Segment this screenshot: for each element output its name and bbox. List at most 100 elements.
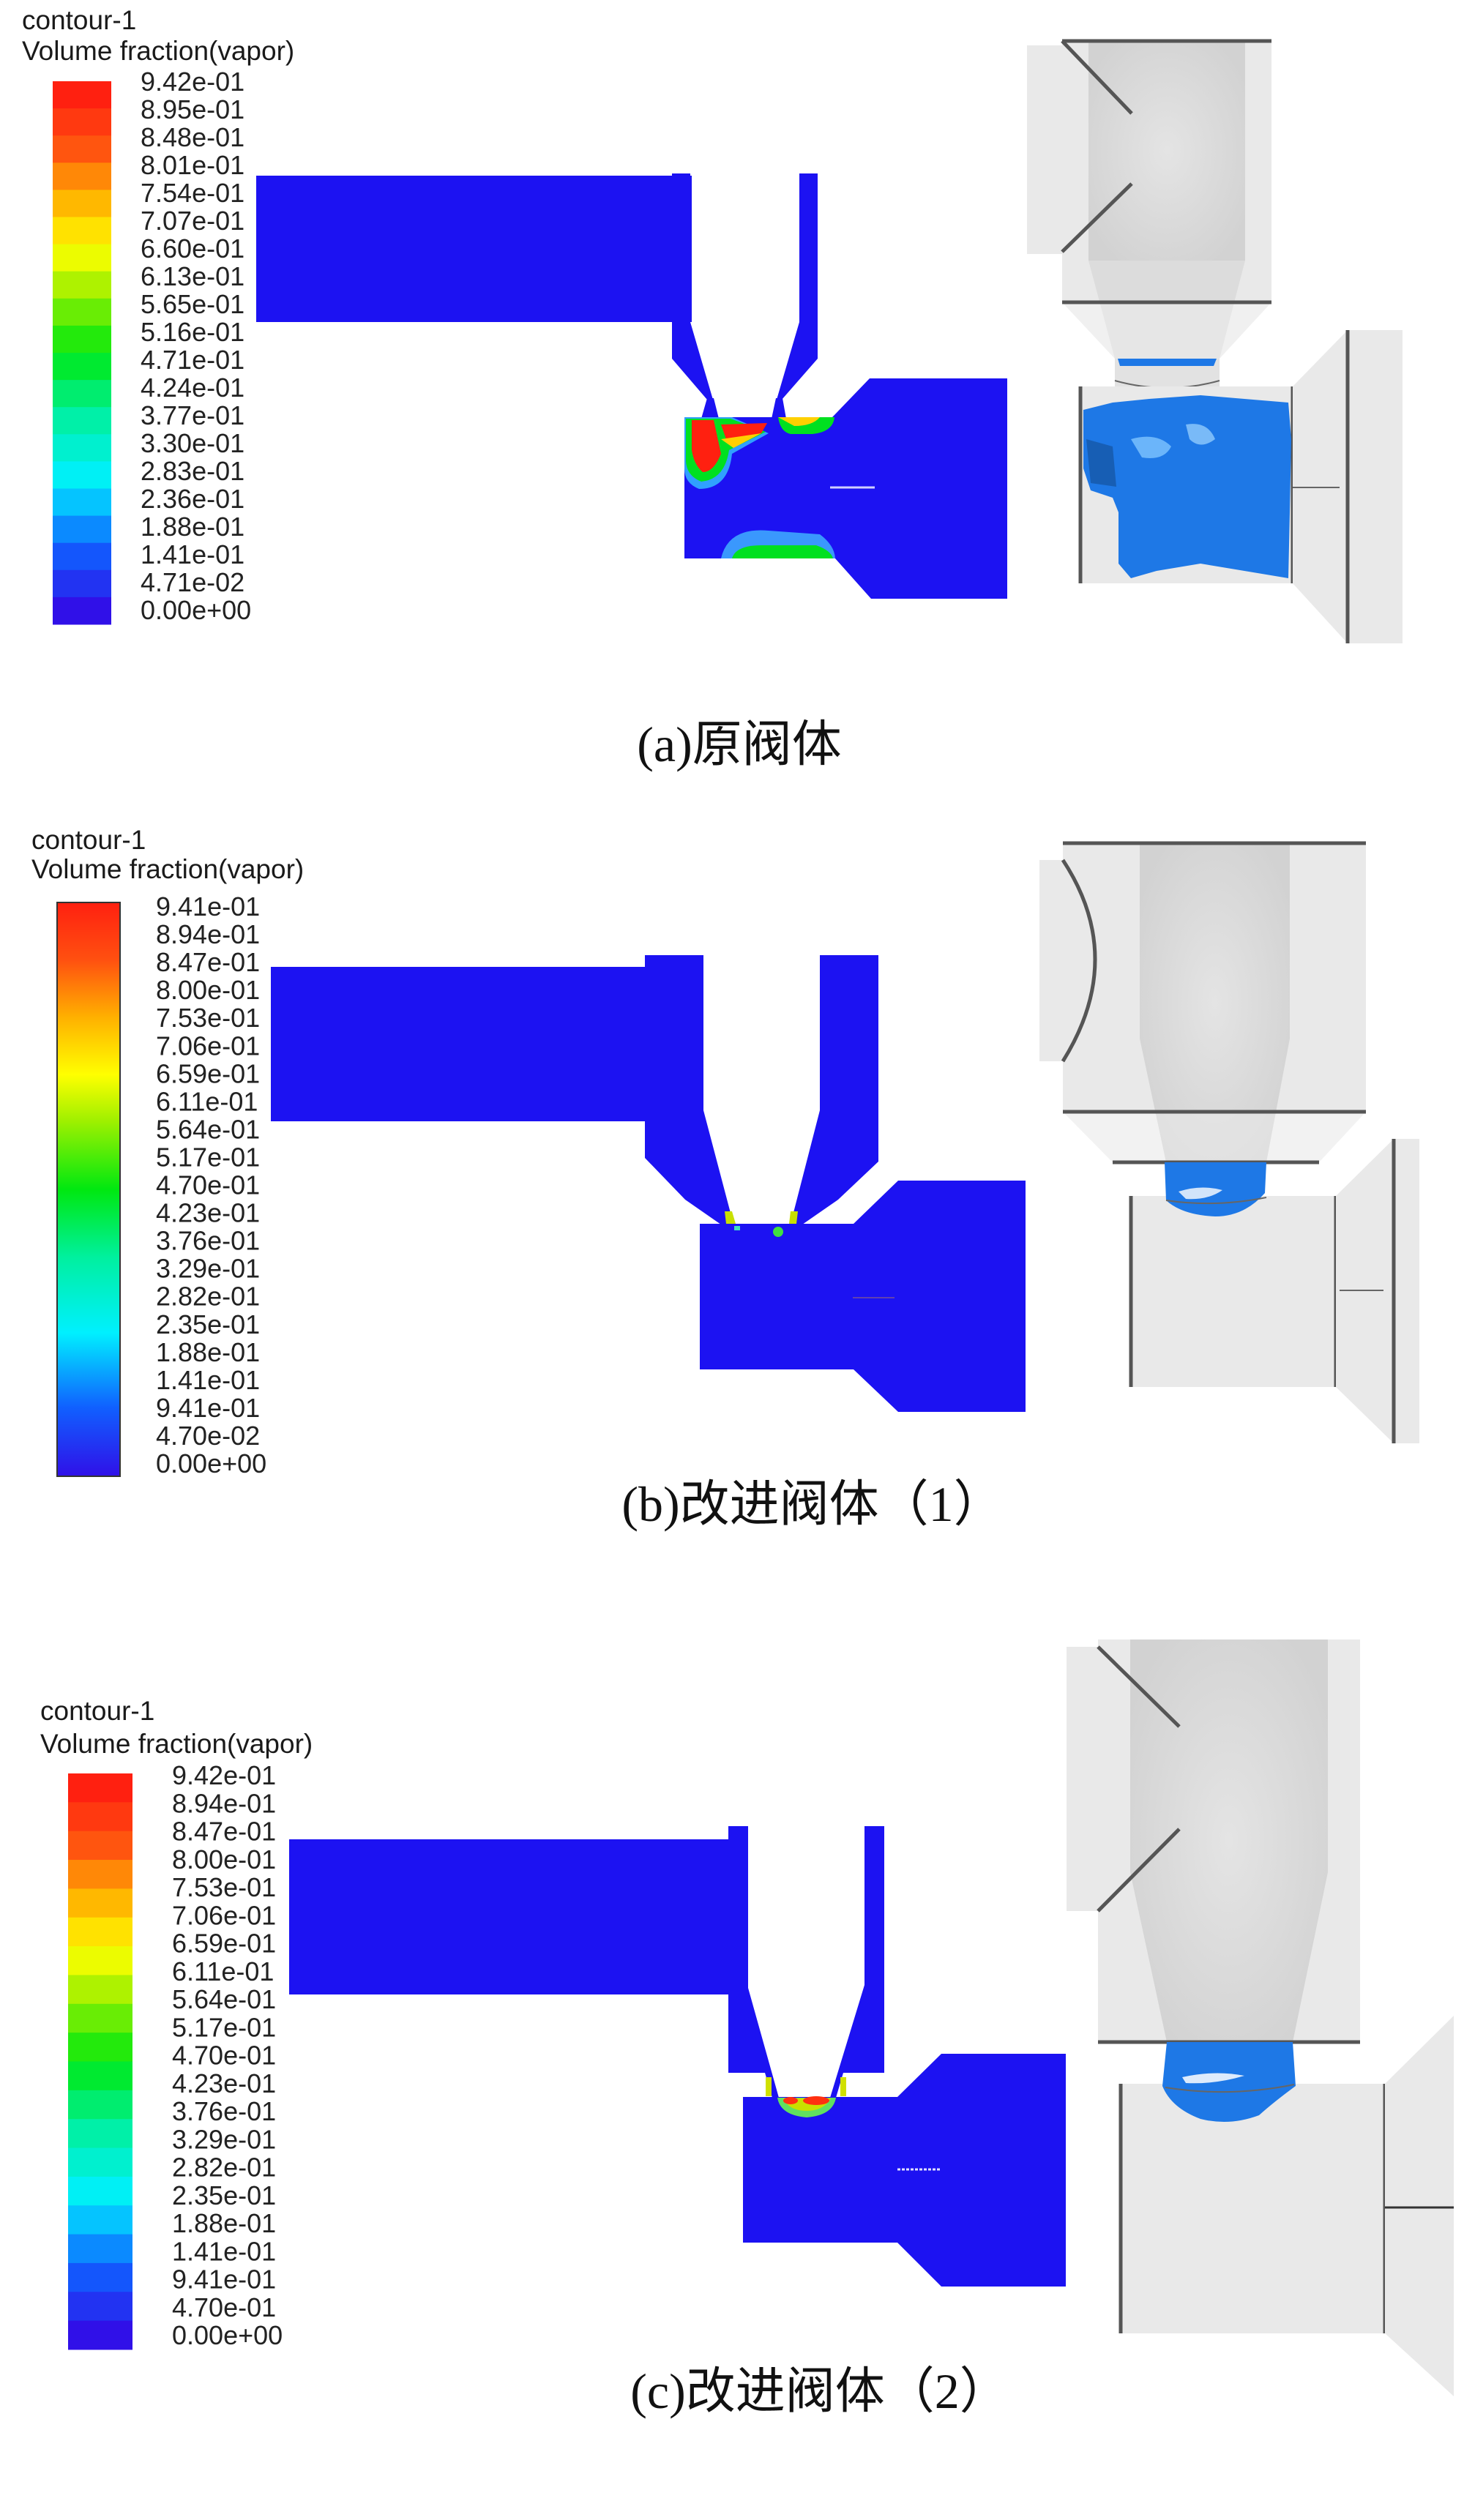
- colorbar-band: [68, 2234, 132, 2264]
- colorbar-band: [53, 597, 111, 625]
- colorbar-tick-label: 4.23e-01: [172, 2068, 276, 2098]
- colorbar-tick-label: 7.06e-01: [156, 1031, 260, 1061]
- colorbar-tick-label: 6.59e-01: [172, 1929, 276, 1959]
- colorbar-band: [68, 2003, 132, 2033]
- valve-spool: [1130, 1640, 1328, 2042]
- outlet-flare: [1385, 2016, 1454, 2396]
- colorbar-tick-label: 8.94e-01: [172, 1788, 276, 1818]
- colorbar-tick-label: 5.64e-01: [156, 1114, 260, 1144]
- inlet-pipe: [289, 1839, 732, 1994]
- colorbar-tick-label: 2.35e-01: [172, 2180, 276, 2210]
- colorbar-tick-label: 9.41e-01: [156, 891, 260, 921]
- colorbar-tick-label: 7.06e-01: [172, 1900, 276, 1930]
- colorbar-tick-label: 7.53e-01: [156, 1003, 260, 1033]
- colorbar-tick-label: 4.71e-02: [141, 567, 244, 597]
- colorbar-tick-label: 5.17e-01: [156, 1142, 260, 1172]
- colorbar-band: [68, 2320, 132, 2350]
- colorbar-tick-label: 3.29e-01: [156, 1254, 260, 1284]
- colorbar-tick-label: 2.35e-01: [156, 1309, 260, 1339]
- colorbar-band: [68, 1946, 132, 1975]
- colorbar-tick-label: 5.17e-01: [172, 2012, 276, 2042]
- colorbar-tick-label: 5.16e-01: [141, 317, 244, 347]
- colorbar-band: [53, 353, 111, 381]
- colorbar-band: [53, 244, 111, 272]
- legend-quantity: Volume fraction(vapor): [31, 854, 304, 884]
- right-passage: [777, 173, 818, 400]
- edge-line: [1061, 182, 1133, 253]
- colorbar-tick-label: 1.88e-01: [156, 1337, 260, 1367]
- colorbar-tick-label: 4.23e-01: [156, 1198, 260, 1228]
- caption-b: (b)改进阀体（1）: [621, 1476, 1003, 1532]
- caption-a: (a)原阀体: [637, 717, 841, 772]
- colorbar-tick-label: 8.47e-01: [156, 947, 260, 977]
- outlet-chamber-3d: [1121, 2084, 1385, 2333]
- vapor-spot-red: [803, 2096, 829, 2105]
- colorbar-band: [53, 81, 111, 109]
- vapor-region-throat-right-yellow: [778, 417, 820, 426]
- vapor-ring: [1118, 359, 1217, 366]
- colorbar-tick-label: 7.54e-01: [141, 178, 244, 208]
- legend-title: contour-1: [40, 1696, 154, 1726]
- colorbar-tick-label: 4.70e-01: [156, 1170, 260, 1200]
- colorbar-band: [53, 271, 111, 299]
- edge-line: [1061, 40, 1133, 115]
- edge-line: [1097, 1645, 1181, 1728]
- colorbar-band: [53, 325, 111, 354]
- colorbar-tick-label: 1.41e-01: [156, 1365, 260, 1395]
- colorbar-band: [53, 434, 111, 462]
- colorbar-band: [68, 1860, 132, 1889]
- colorbar-tick-label: 9.41e-01: [172, 2265, 276, 2295]
- colorbar: [56, 902, 121, 1477]
- colorbar-band: [53, 569, 111, 598]
- colorbar-band: [53, 190, 111, 217]
- colorbar-tick-label: 0.00e+00: [156, 1448, 266, 1478]
- colorbar-band: [68, 1773, 132, 1803]
- colorbar-band: [68, 2033, 132, 2062]
- colorbar-band: [68, 2176, 132, 2206]
- colorbar-tick-label: 8.00e-01: [172, 1844, 276, 1874]
- colorbar-tick-label: 4.70e-01: [172, 2292, 276, 2322]
- colorbar-tick-label: 0.00e+00: [141, 595, 251, 625]
- vapor-spot-right: [840, 2077, 846, 2096]
- colorbar-tick-label: 6.11e-01: [172, 1956, 274, 1986]
- colorbar-tick-label: 7.53e-01: [172, 1872, 276, 1902]
- vapor-region-red-a2: [721, 423, 767, 439]
- vapor-region-red-a1: [692, 420, 721, 472]
- colorbar-band: [68, 2090, 132, 2120]
- colorbar-tick-label: 1.88e-01: [172, 2208, 276, 2238]
- valve-spool: [1088, 41, 1245, 261]
- colorbar-band: [68, 2262, 132, 2292]
- vapor-region-bottom-green: [732, 545, 833, 558]
- colorbar-band: [53, 162, 111, 190]
- colorbar-tick-label: 2.82e-01: [156, 1282, 260, 1312]
- 3d-vapor-view-c: [1067, 1640, 1454, 2396]
- right-passage: [789, 955, 878, 1230]
- colorbar-tick-label: 0.00e+00: [172, 2320, 283, 2350]
- colorbar-tick-label: 3.30e-01: [141, 428, 244, 458]
- vapor-spot-throat: [773, 1227, 783, 1237]
- contour-plot-a: [256, 173, 1007, 599]
- throat-left: [701, 398, 719, 419]
- colorbar-band: [68, 1975, 132, 2005]
- outlet-chamber: [700, 1181, 1026, 1412]
- throat-right: [772, 398, 786, 419]
- colorbar-tick-label: 6.11e-01: [156, 1086, 258, 1116]
- vapor-region-yellow: [721, 433, 761, 448]
- contour-plot-b: [271, 955, 1026, 1412]
- legend-quantity: Volume fraction(vapor): [22, 36, 294, 66]
- colorbar-band: [68, 1917, 132, 1947]
- edge-arc: [1061, 859, 1097, 1063]
- colorbar-tick-label: 6.13e-01: [141, 261, 244, 291]
- left-passage: [645, 955, 735, 1230]
- right-passage: [830, 1826, 884, 2098]
- vapor-spot-right: [789, 1211, 798, 1224]
- colorbar-tick-label: 1.88e-01: [141, 512, 244, 542]
- colorbar-band: [53, 515, 111, 544]
- 3d-vapor-view-a: [1027, 39, 1403, 643]
